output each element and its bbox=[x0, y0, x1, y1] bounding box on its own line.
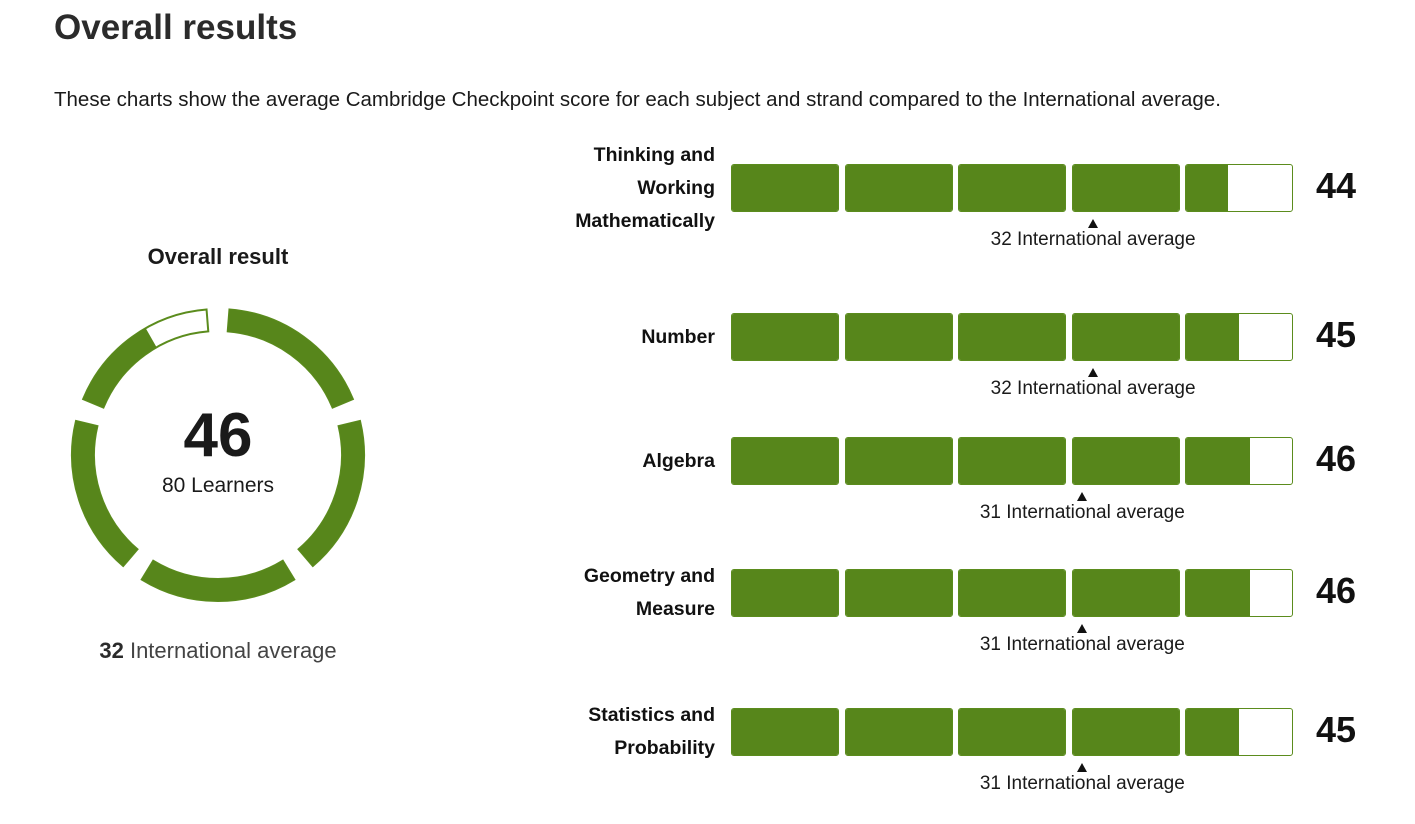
bar-segment bbox=[844, 437, 953, 485]
international-average-marker bbox=[1088, 368, 1099, 377]
bar-segment bbox=[1185, 313, 1293, 361]
bar-segment bbox=[844, 569, 953, 617]
strand-label-line: Measure bbox=[635, 598, 715, 620]
bar-segment-fill bbox=[732, 165, 838, 211]
strand-label-line: Thinking and bbox=[593, 143, 715, 166]
international-average-label: 32 International average bbox=[990, 378, 1196, 399]
bar-segment-fill bbox=[1072, 709, 1179, 755]
strand-score: 46 bbox=[1316, 438, 1357, 479]
bar-segment-fill bbox=[845, 314, 952, 360]
bar-segment bbox=[1185, 437, 1293, 485]
donut-segment-fill-3 bbox=[141, 560, 295, 601]
strand-label-line: Probability bbox=[614, 737, 715, 759]
bar-segment bbox=[731, 708, 839, 756]
bar-segment bbox=[844, 164, 953, 212]
bar-segment bbox=[731, 164, 839, 212]
bar-segment-fill bbox=[1072, 314, 1179, 360]
bar-segment bbox=[731, 437, 839, 485]
donut-segment-fill-4 bbox=[72, 420, 138, 567]
strand-label-line: Mathematically bbox=[575, 209, 715, 232]
bar-segment-fill bbox=[732, 709, 838, 755]
bar-segment bbox=[958, 164, 1066, 212]
overall-international-average: 32 International average bbox=[68, 638, 368, 664]
bar-segment bbox=[958, 708, 1066, 756]
bar-segment-fill bbox=[845, 438, 952, 484]
international-average-marker bbox=[1088, 219, 1099, 228]
donut-segment-fill-2 bbox=[298, 420, 364, 567]
international-average-label: 32 International average bbox=[990, 229, 1196, 250]
bar-segment-fill bbox=[845, 165, 952, 211]
bar-segment bbox=[958, 437, 1066, 485]
bar-segment bbox=[1185, 164, 1293, 212]
strand-score: 44 bbox=[1316, 165, 1357, 206]
overall-score: 46 bbox=[183, 401, 253, 470]
bar-segment bbox=[1185, 708, 1293, 756]
bar-segment bbox=[1185, 569, 1293, 617]
strand-label: Number bbox=[495, 321, 715, 354]
bar-segment-fill bbox=[1072, 570, 1179, 616]
international-average-marker bbox=[1077, 624, 1088, 633]
bar-segment bbox=[731, 313, 839, 361]
bar-segment bbox=[1071, 708, 1180, 756]
bar-segment bbox=[844, 708, 953, 756]
strand-label-line: Geometry and bbox=[583, 565, 715, 587]
bar-segment bbox=[731, 569, 839, 617]
bar-segment-fill bbox=[1186, 570, 1250, 616]
international-average-label: 31 International average bbox=[979, 502, 1185, 523]
international-average-label: 31 International average bbox=[979, 634, 1185, 655]
bar-segment-fill bbox=[1186, 438, 1250, 484]
bar-segment-fill bbox=[959, 165, 1065, 211]
bar-segment bbox=[1071, 313, 1180, 361]
bar-segment bbox=[844, 313, 953, 361]
bar-segment-fill bbox=[959, 438, 1065, 484]
strand-score: 45 bbox=[1316, 709, 1357, 750]
bar-segment-fill bbox=[1072, 438, 1179, 484]
bar-segment-fill bbox=[732, 314, 838, 360]
bar-segment bbox=[1071, 164, 1180, 212]
bar-segment-fill bbox=[845, 709, 952, 755]
bar-segment-fill bbox=[959, 570, 1065, 616]
strand-label: Geometry and Measure bbox=[495, 560, 715, 626]
international-average-label: 31 International average bbox=[979, 773, 1185, 794]
overall-intl-avg-value: 32 bbox=[99, 638, 124, 663]
bar-segment-fill bbox=[1186, 314, 1239, 360]
bar-segment-fill bbox=[732, 570, 838, 616]
bar-segment-fill bbox=[959, 314, 1065, 360]
overall-result-heading: Overall result bbox=[147, 244, 289, 269]
strand-label-line: Number bbox=[641, 325, 715, 348]
donut-segment-fill-1 bbox=[227, 309, 353, 408]
strand-label: Statistics and Probability bbox=[495, 699, 715, 765]
international-average-marker bbox=[1077, 763, 1088, 772]
bar-segment-fill bbox=[959, 709, 1065, 755]
bar-segment-fill bbox=[1186, 165, 1229, 211]
overall-donut-chart bbox=[71, 308, 365, 602]
bar-segment bbox=[1071, 437, 1180, 485]
learner-count: 80 Learners bbox=[161, 474, 275, 497]
strand-label-line: Algebra bbox=[642, 449, 715, 472]
bar-segment-fill bbox=[1186, 709, 1239, 755]
donut-segment-fill-5 bbox=[83, 328, 157, 408]
bar-segment bbox=[1071, 569, 1180, 617]
page-title: Overall results bbox=[54, 8, 298, 47]
international-average-marker bbox=[1077, 492, 1088, 501]
bar-segment bbox=[958, 569, 1066, 617]
bar-segment-fill bbox=[1072, 165, 1179, 211]
bar-segment bbox=[958, 313, 1066, 361]
strand-label: Algebra bbox=[495, 445, 715, 478]
overall-intl-avg-label: International average bbox=[129, 638, 337, 663]
strand-label-line: Working bbox=[637, 176, 715, 199]
intro-text: These charts show the average Cambridge … bbox=[54, 88, 1221, 111]
strand-label-line: Statistics and bbox=[588, 704, 715, 726]
bar-segment-fill bbox=[732, 438, 838, 484]
strand-label: Thinking and Working Mathematically bbox=[495, 139, 715, 238]
strand-score: 45 bbox=[1316, 314, 1357, 355]
strand-score: 46 bbox=[1316, 570, 1357, 611]
bar-segment-fill bbox=[845, 570, 952, 616]
